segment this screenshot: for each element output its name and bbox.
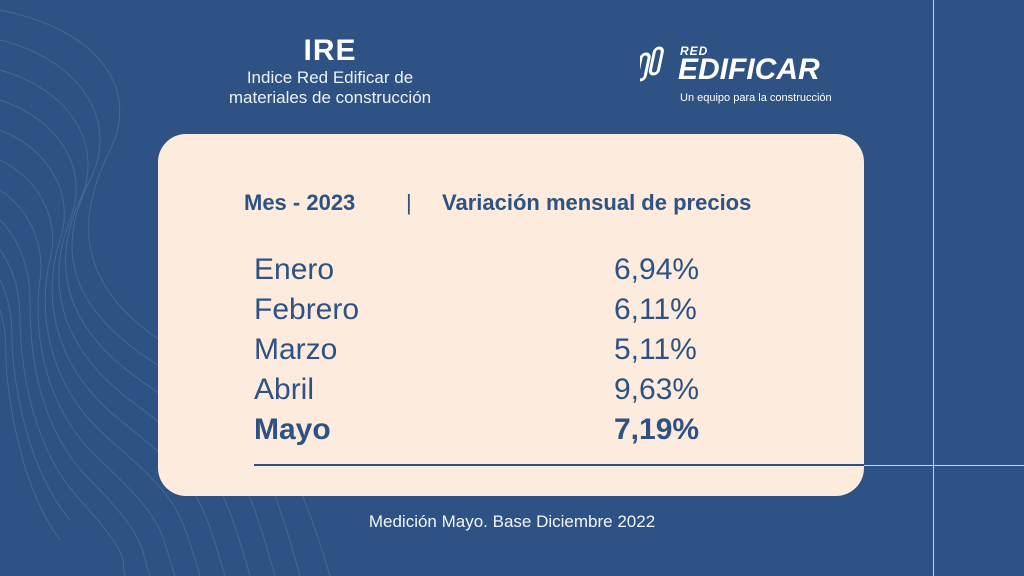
decorative-vertical-line	[933, 0, 934, 576]
row-month: Mayo	[254, 413, 331, 446]
table-row: Abril 9,63%	[254, 370, 774, 410]
row-value: 6,11%	[614, 293, 697, 326]
row-value: 7,19%	[614, 413, 700, 446]
logo-small-text: RED	[680, 44, 709, 58]
column-separator: |	[406, 190, 412, 215]
row-value: 5,11%	[614, 333, 697, 366]
logo-tagline: Un equipo para la construcción	[680, 92, 832, 104]
row-value: 6,94%	[614, 253, 700, 286]
row-month: Febrero	[254, 293, 360, 326]
decorative-horizontal-line	[855, 465, 1024, 466]
logo-main-text: EDIFICAR	[678, 53, 820, 86]
footer-note: Medición Mayo. Base Diciembre 2022	[368, 512, 656, 531]
column-header-variation: Variación mensual de precios	[442, 190, 752, 215]
row-month: Marzo	[254, 333, 338, 366]
column-header-month: Mes - 2023	[244, 190, 356, 215]
row-month: Enero	[254, 253, 335, 286]
row-value: 9,63%	[614, 373, 700, 406]
table-row: Marzo 5,11%	[254, 330, 774, 370]
red-edificar-logo: RED EDIFICAR Un equipo para la construcc…	[640, 42, 850, 110]
row-month: Abril	[254, 373, 315, 406]
logo-mark-icon	[640, 46, 664, 82]
header: IRE Indice Red Edificar de materiales de…	[170, 34, 490, 108]
table-row: Enero 6,94%	[254, 250, 774, 290]
table-bottom-rule	[254, 464, 864, 466]
page-title: IRE	[303, 34, 357, 67]
table-row-highlighted: Mayo 7,19%	[254, 410, 774, 450]
table-row: Febrero 6,11%	[254, 290, 774, 330]
variation-table: Enero 6,94% Febrero 6,11% Marzo 5,11% Ab…	[254, 250, 774, 450]
subtitle-line-2: materiales de construcción	[228, 88, 432, 107]
price-variation-card: Mes - 2023 | Variación mensual de precio…	[158, 134, 864, 496]
subtitle-line-1: Indice Red Edificar de	[246, 68, 414, 87]
